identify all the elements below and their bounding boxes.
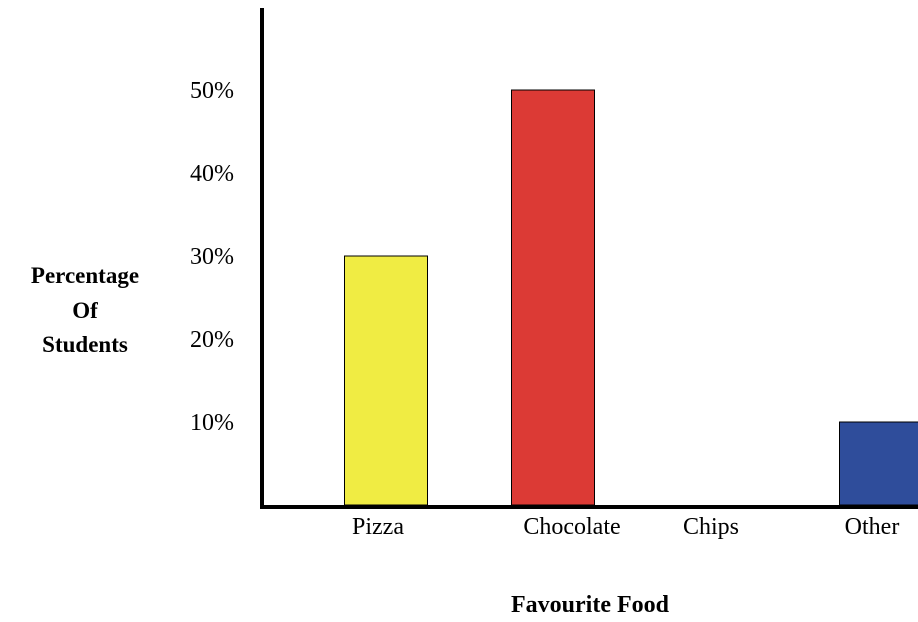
y-tick-label: 10% [190, 410, 234, 436]
y-axis-label-line-2: Of [72, 298, 98, 323]
category-label-chocolate: Chocolate [523, 514, 620, 540]
y-axis-label-line-1: Percentage [31, 263, 139, 288]
y-tick-label: 50% [190, 78, 234, 104]
y-tick-labels: 10% 20% 30% 40% 50% [190, 78, 234, 436]
category-label-background [676, 509, 746, 545]
y-tick-label: 40% [190, 161, 234, 187]
category-label-pizza: Pizza [352, 514, 404, 540]
y-axis-label-line-3: Students [42, 332, 128, 357]
category-label-background [838, 509, 906, 545]
category-label-background [517, 509, 627, 545]
y-tick-label: 20% [190, 327, 234, 353]
x-axis-label: Favourite Food [511, 592, 670, 618]
category-label-chips: Chips [683, 514, 739, 540]
bar-other [839, 421, 918, 506]
bar-pizza [344, 255, 428, 506]
category-label-other: Other [845, 514, 900, 540]
category-labels: Pizza Chocolate Chips Other [346, 509, 906, 545]
category-label-background [346, 509, 411, 545]
bars-group [344, 89, 918, 506]
y-tick-label: 30% [190, 244, 234, 270]
bar-chocolate [511, 89, 595, 506]
